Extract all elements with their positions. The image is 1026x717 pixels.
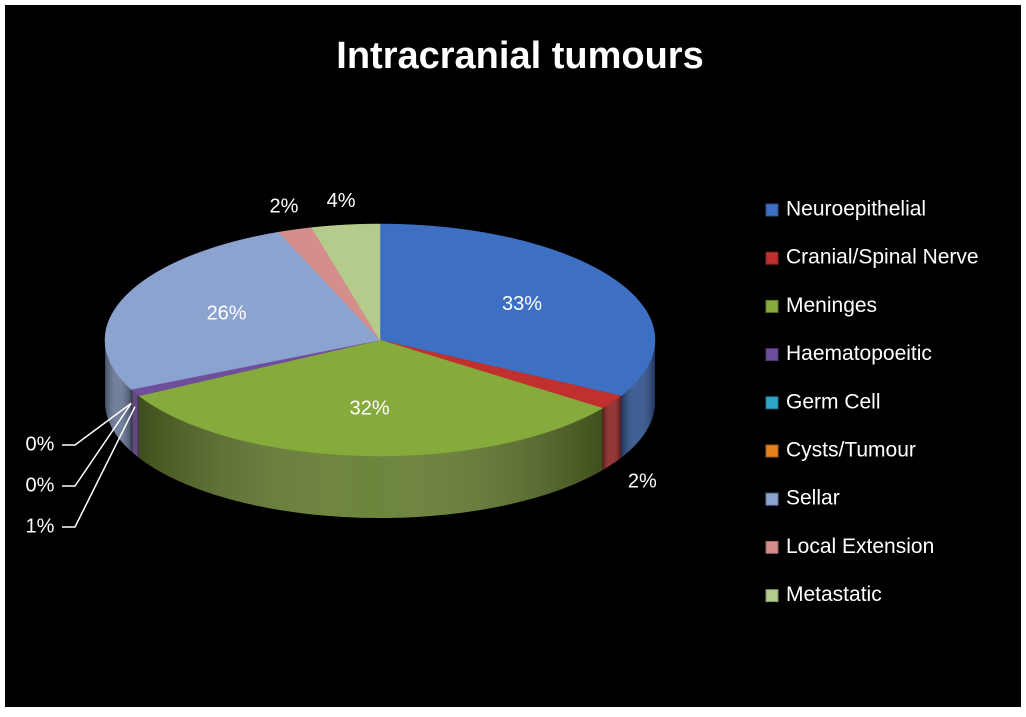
slice-side-shade bbox=[131, 389, 140, 458]
slice-side-shade bbox=[602, 395, 621, 471]
data-label: 4% bbox=[327, 190, 356, 212]
legend-label: Cysts/Tumour bbox=[786, 439, 916, 462]
data-label: 0% bbox=[26, 433, 55, 455]
legend-label: Metastatic bbox=[786, 583, 882, 606]
legend-swatch bbox=[765, 299, 779, 313]
leader-line bbox=[62, 402, 132, 446]
legend-swatch bbox=[765, 444, 779, 458]
legend-swatch bbox=[765, 492, 779, 506]
slice bbox=[138, 339, 604, 457]
data-label: 32% bbox=[350, 398, 390, 420]
slice bbox=[311, 223, 381, 341]
legend-swatch bbox=[765, 203, 779, 217]
slice bbox=[379, 339, 622, 409]
slice-side-shade bbox=[139, 395, 603, 518]
data-label: 26% bbox=[207, 303, 247, 325]
legend-label: Local Extension bbox=[786, 535, 934, 558]
chart-title: Intracranial tumours bbox=[336, 35, 703, 77]
data-label: 1% bbox=[26, 515, 55, 537]
leader-line bbox=[62, 406, 136, 528]
legend-swatch bbox=[765, 396, 779, 410]
legend-swatch bbox=[765, 540, 779, 554]
slice bbox=[278, 227, 381, 341]
legend-label: Cranial/Spinal Nerve bbox=[786, 246, 979, 269]
legend-label: Meninges bbox=[786, 294, 877, 317]
leader-line bbox=[62, 402, 132, 487]
slice-side-shade bbox=[620, 340, 655, 458]
slice bbox=[379, 223, 656, 397]
data-label: 2% bbox=[628, 471, 657, 493]
legend-swatch bbox=[765, 589, 779, 603]
legend-swatch bbox=[765, 348, 779, 362]
data-label: 2% bbox=[270, 196, 299, 218]
legend-swatch bbox=[765, 251, 779, 265]
data-label: 33% bbox=[502, 293, 542, 315]
data-label: 0% bbox=[26, 474, 55, 496]
legend-label: Haematopoeitic bbox=[786, 342, 932, 365]
legend-label: Sellar bbox=[786, 487, 840, 510]
legend-label: Neuroepithelial bbox=[786, 198, 926, 221]
legend-label: Germ Cell bbox=[786, 390, 881, 413]
slice bbox=[104, 231, 381, 390]
slice-side-shade bbox=[105, 340, 132, 452]
